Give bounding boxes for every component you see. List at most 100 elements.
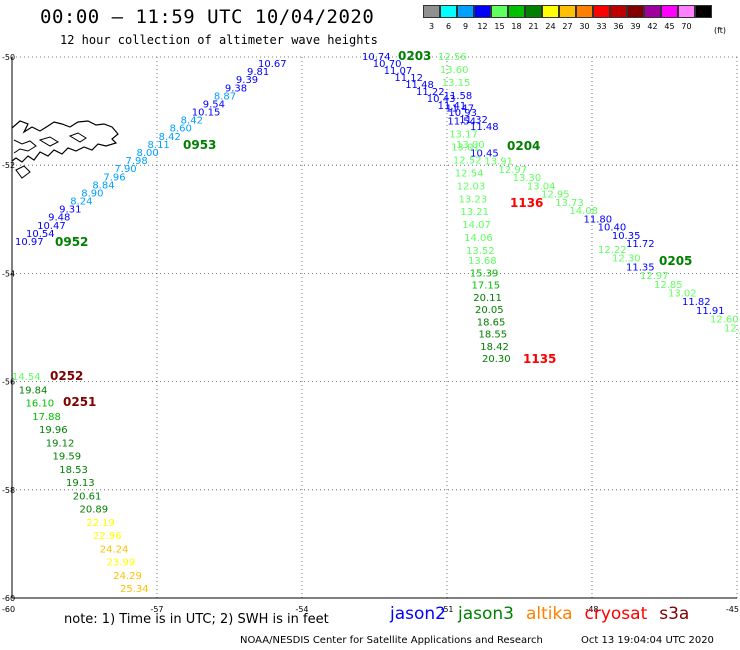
wave-height-reading: 11.48 bbox=[405, 80, 434, 91]
x-tick-label: -57 bbox=[150, 605, 163, 614]
falkland-islands-coastline bbox=[11, 120, 119, 179]
colorbar-legend: 3 6 9 12 15 18 21 24 27 30 33 36 39 42 45 70 (ft) bbox=[423, 5, 726, 35]
page-title: 00:00 – 11:59 UTC 10/04/2020 bbox=[40, 6, 375, 28]
wave-height-reading: 13.00 bbox=[456, 140, 485, 151]
colorbar-bin: 9 bbox=[457, 5, 474, 35]
wave-height-reading: 13.52 bbox=[466, 246, 495, 257]
wave-height-reading: 12.97 bbox=[499, 165, 528, 176]
wave-height-reading: 11.35 bbox=[626, 262, 655, 273]
colorbar-label: 36 bbox=[613, 22, 624, 31]
wave-height-reading: 17.88 bbox=[32, 412, 61, 423]
y-tick-label: -60 bbox=[2, 594, 15, 603]
wave-height-reading: 18.53 bbox=[59, 465, 88, 476]
wave-height-reading: 20.61 bbox=[73, 491, 102, 502]
colorbar-swatch bbox=[695, 5, 712, 18]
wave-height-reading: 19.84 bbox=[19, 385, 48, 396]
wave-height-reading: 8.42 bbox=[181, 116, 203, 127]
wave-height-reading: 8.42 bbox=[159, 132, 181, 143]
wave-height-reading: 11.48 bbox=[470, 122, 499, 133]
wave-height-reading: 13.15 bbox=[442, 78, 471, 89]
colorbar-swatch bbox=[508, 5, 525, 18]
colorbar-label: 6 bbox=[445, 22, 452, 31]
colorbar-swatch bbox=[440, 5, 457, 18]
y-tick-label: -54 bbox=[2, 269, 15, 278]
colorbar-label: 18 bbox=[511, 22, 522, 31]
y-tick-label: -58 bbox=[2, 486, 15, 495]
colorbar-bin: 15 bbox=[491, 5, 508, 35]
colorbar-label: 12 bbox=[477, 22, 488, 31]
wave-height-reading: 9.31 bbox=[59, 205, 81, 216]
colorbar-bin: 24 bbox=[542, 5, 559, 35]
colorbar-bin: 21 bbox=[525, 5, 542, 35]
colorbar-bin: 18 bbox=[508, 5, 525, 35]
colorbar-bin: 39 bbox=[627, 5, 644, 35]
wave-height-reading: 13.21 bbox=[460, 207, 489, 218]
wave-height-reading: 8.90 bbox=[81, 188, 103, 199]
pass-time-label: 0252 bbox=[50, 369, 83, 383]
footnote: note: 1) Time is in UTC; 2) SWH is in fe… bbox=[64, 612, 329, 627]
wave-height-reading: 8.84 bbox=[92, 180, 114, 191]
colorbar-label: 39 bbox=[630, 22, 641, 31]
y-tick-label: -52 bbox=[2, 161, 15, 170]
colorbar-label: 33 bbox=[596, 22, 607, 31]
wave-height-reading: 13.30 bbox=[513, 173, 542, 184]
colorbar-swatch bbox=[627, 5, 644, 18]
track-jason3-0952: 0952 bbox=[55, 235, 88, 249]
wave-height-reading: 24.24 bbox=[100, 544, 129, 555]
y-tick-label: -50 bbox=[2, 53, 15, 62]
wave-height-reading: 15.39 bbox=[470, 268, 499, 279]
wave-height-reading: 7.98 bbox=[125, 156, 147, 167]
colorbar-bin bbox=[695, 5, 712, 35]
colorbar-label: 27 bbox=[562, 22, 573, 31]
x-tick-label: -60 bbox=[2, 605, 15, 614]
wave-height-reading: 13.73 bbox=[555, 198, 584, 209]
colorbar-label: 45 bbox=[664, 22, 675, 31]
wave-height-reading: 14.07 bbox=[462, 220, 491, 231]
wave-height-reading: 11.80 bbox=[584, 214, 613, 225]
wave-height-reading: 9.81 bbox=[247, 67, 269, 78]
generated-timestamp: Oct 13 19:04:04 UTC 2020 bbox=[581, 635, 714, 646]
pass-time-label: 0251 bbox=[63, 395, 96, 409]
wave-height-reading: 18.65 bbox=[477, 317, 506, 328]
x-tick-label: -45 bbox=[726, 605, 739, 614]
wave-height-reading: 19.12 bbox=[46, 438, 75, 449]
colorbar-swatch bbox=[678, 5, 695, 18]
credit-line: NOAA/NESDIS Center for Satellite Applica… bbox=[240, 635, 543, 646]
wave-height-reading: 13.02 bbox=[668, 289, 697, 300]
wave-height-reading: 9.48 bbox=[48, 213, 70, 224]
pass-time-label: 0205 bbox=[659, 254, 692, 268]
wave-height-reading: 12.54 bbox=[455, 168, 484, 179]
wave-height-reading: 11.22 bbox=[416, 87, 445, 98]
wave-height-reading: 12.95 bbox=[541, 190, 570, 201]
wave-height-reading: 12.07 bbox=[724, 323, 740, 334]
wave-height-reading: 12.56 bbox=[438, 52, 467, 63]
wave-height-reading: 22.19 bbox=[86, 518, 115, 529]
colorbar-swatch bbox=[525, 5, 542, 18]
coastline-islands bbox=[13, 132, 87, 179]
colorbar-label: 9 bbox=[462, 22, 469, 31]
track-jason2-0203: 10.7410.7011.0711.1211.4811.2210.4311.41… bbox=[362, 49, 499, 133]
wave-height-reading: 19.59 bbox=[53, 452, 82, 463]
coastline-path bbox=[11, 120, 119, 163]
colorbar-bin: 3 bbox=[423, 5, 440, 35]
wave-height-reading: 12.60 bbox=[710, 315, 739, 326]
wave-height-reading: 8.00 bbox=[137, 148, 159, 159]
colorbar-bin: 36 bbox=[610, 5, 627, 35]
wave-height-reading: 12.85 bbox=[654, 280, 683, 291]
wave-height-reading: 12.22 bbox=[598, 245, 627, 256]
wave-height-reading: 13.17 bbox=[449, 130, 478, 141]
wave-height-reading: 22.96 bbox=[93, 531, 122, 542]
wave-height-reading: 13.23 bbox=[459, 194, 488, 205]
colorbar-label: 21 bbox=[528, 22, 539, 31]
wave-height-reading: 18.42 bbox=[480, 342, 509, 353]
wave-height-reading: 19.13 bbox=[66, 478, 95, 489]
pass-time-label: 0953 bbox=[183, 138, 216, 152]
wave-height-reading: 12.52 bbox=[453, 155, 482, 166]
colorbar-unit: (ft) bbox=[714, 26, 727, 35]
wave-height-reading: 14.06 bbox=[464, 233, 493, 244]
wave-height-reading: 11.82 bbox=[682, 297, 711, 308]
wave-height-reading: 11.91 bbox=[696, 306, 725, 317]
wave-height-reading: 11.58 bbox=[444, 91, 473, 102]
